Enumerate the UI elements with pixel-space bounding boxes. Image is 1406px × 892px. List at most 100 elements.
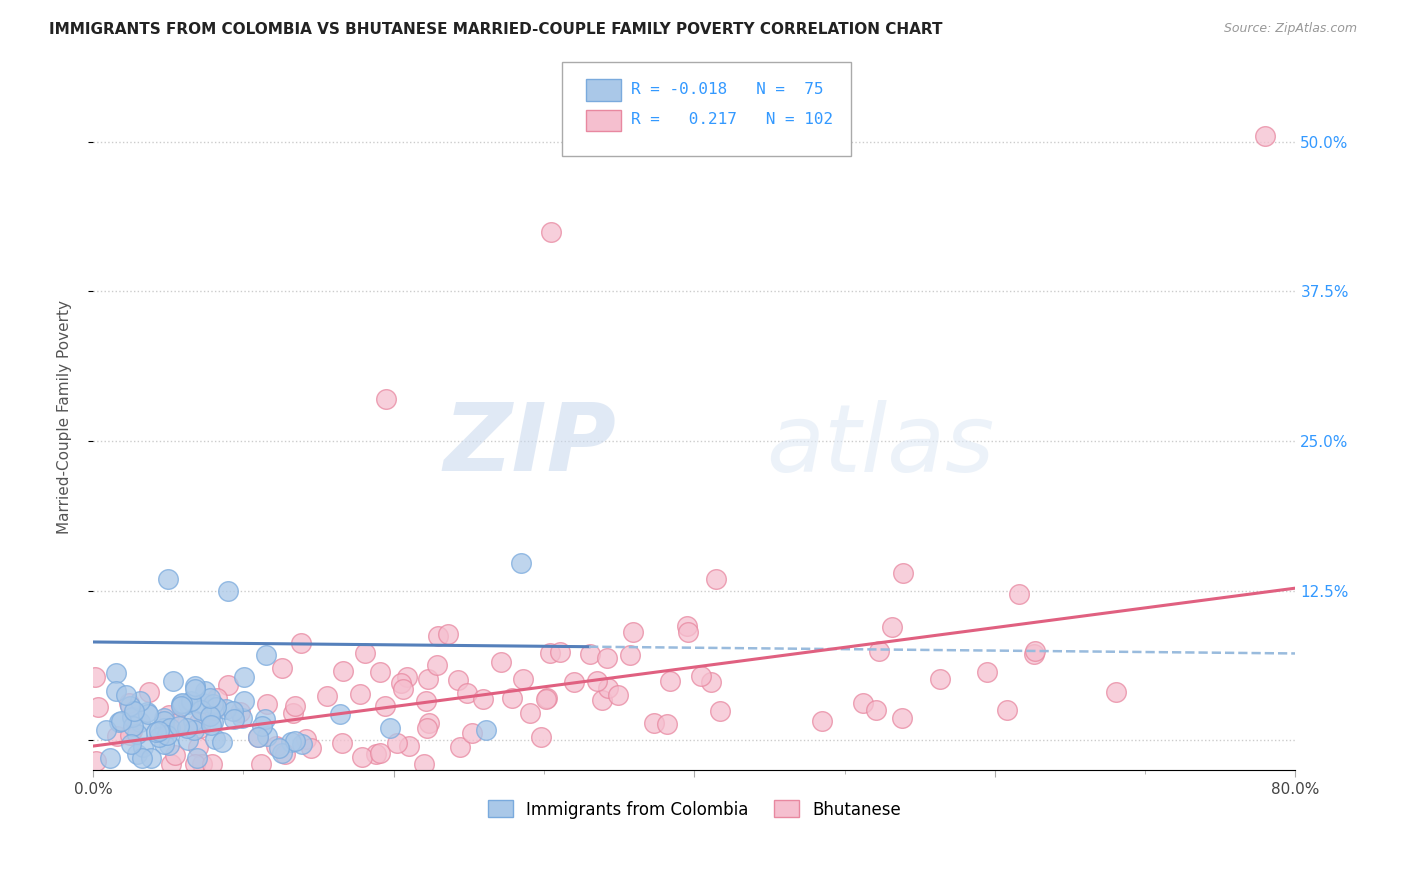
Point — [591, 693, 613, 707]
Text: IMMIGRANTS FROM COLOMBIA VS BHUTANESE MARRIED-COUPLE FAMILY POVERTY CORRELATION : IMMIGRANTS FROM COLOMBIA VS BHUTANESE MA… — [49, 22, 942, 37]
Point — [890, 711, 912, 725]
Point — [368, 747, 391, 761]
Point — [181, 714, 204, 728]
Text: ZIP: ZIP — [443, 400, 616, 491]
Point — [413, 757, 436, 772]
Point — [253, 712, 276, 726]
Point — [929, 673, 952, 687]
Point — [416, 672, 439, 686]
Point — [153, 737, 176, 751]
Point — [129, 694, 152, 708]
Point — [180, 694, 202, 708]
Point — [190, 703, 212, 717]
Point — [396, 670, 419, 684]
Point — [194, 684, 217, 698]
Point — [153, 714, 176, 728]
Point — [202, 703, 225, 717]
Point — [107, 714, 129, 729]
Point — [447, 673, 470, 687]
Point — [157, 707, 180, 722]
Point — [148, 730, 170, 744]
Point — [418, 716, 440, 731]
Point — [375, 392, 398, 406]
Point — [512, 672, 534, 686]
Point — [329, 707, 352, 722]
Point — [349, 687, 371, 701]
Point — [704, 572, 727, 586]
Point — [579, 648, 602, 662]
Point — [84, 670, 107, 684]
Point — [193, 696, 215, 710]
Point — [330, 736, 353, 750]
Point — [198, 691, 221, 706]
Point — [643, 715, 665, 730]
Point — [364, 747, 387, 761]
Point — [166, 715, 188, 730]
Point — [120, 737, 142, 751]
Point — [205, 691, 228, 706]
Point — [284, 734, 307, 748]
Point — [280, 735, 302, 749]
Point — [232, 694, 254, 708]
Point — [188, 714, 211, 729]
Point — [201, 757, 224, 772]
Point — [456, 685, 478, 699]
Point — [217, 583, 239, 598]
Point — [354, 646, 377, 660]
Point — [233, 670, 256, 684]
Point — [127, 726, 149, 740]
Point — [87, 699, 110, 714]
Point — [374, 698, 396, 713]
Point — [274, 747, 297, 762]
Point — [172, 696, 194, 710]
Point — [159, 721, 181, 735]
Point — [160, 757, 183, 772]
Point — [250, 719, 273, 733]
Point — [155, 728, 177, 742]
Point — [995, 703, 1018, 717]
Point — [118, 728, 141, 742]
Point — [271, 746, 294, 760]
Point — [389, 675, 412, 690]
Point — [416, 721, 439, 735]
Point — [139, 751, 162, 765]
Point — [540, 225, 562, 239]
Point — [264, 739, 287, 753]
Point — [596, 681, 619, 695]
Point — [709, 704, 731, 718]
Point — [1024, 644, 1046, 658]
Point — [700, 675, 723, 690]
Point — [127, 747, 149, 761]
Y-axis label: Married-Couple Family Poverty: Married-Couple Family Poverty — [58, 300, 72, 534]
Point — [121, 719, 143, 733]
Point — [231, 711, 253, 725]
Point — [114, 688, 136, 702]
Legend: Immigrants from Colombia, Bhutanese: Immigrants from Colombia, Bhutanese — [481, 794, 907, 825]
Point — [675, 619, 697, 633]
Point — [398, 739, 420, 754]
Point — [86, 754, 108, 768]
Point — [148, 724, 170, 739]
Point — [157, 738, 180, 752]
Point — [501, 690, 523, 705]
Point — [678, 625, 700, 640]
Point — [138, 685, 160, 699]
Point — [290, 636, 312, 650]
Point — [426, 657, 449, 672]
Point — [202, 715, 225, 730]
Point — [118, 696, 141, 710]
Point — [110, 714, 132, 728]
Point — [122, 704, 145, 718]
Point — [188, 721, 211, 735]
Point — [606, 688, 628, 702]
Point — [299, 740, 322, 755]
Point — [183, 681, 205, 696]
Point — [596, 651, 619, 665]
Point — [200, 717, 222, 731]
Point — [247, 730, 270, 744]
Point — [129, 714, 152, 729]
Point — [290, 737, 312, 751]
Point — [810, 714, 832, 728]
Point — [145, 725, 167, 739]
Point — [135, 705, 157, 719]
